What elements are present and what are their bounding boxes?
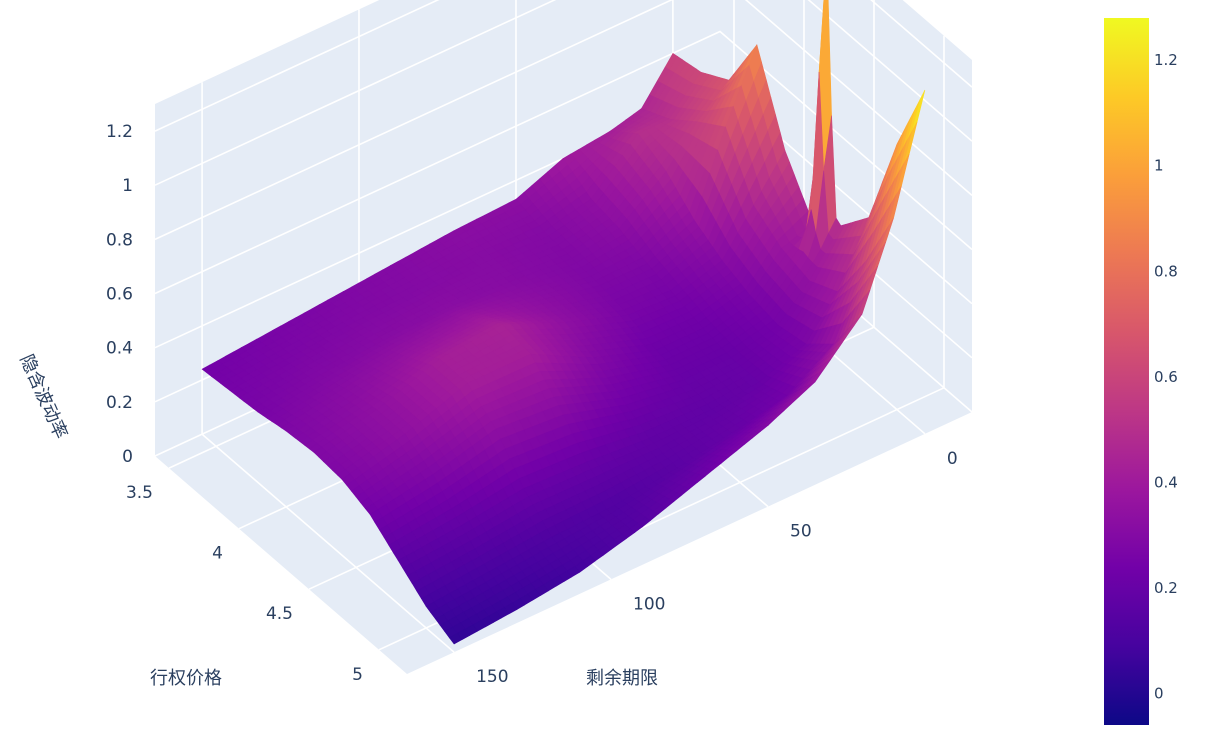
x-axis-title: 行权价格 — [150, 668, 222, 689]
x-tick-label: 3.5 — [126, 483, 153, 503]
back-right-pane — [720, 0, 972, 412]
z-tick-label: 0.2 — [106, 393, 133, 413]
y-tick-label: 50 — [790, 522, 812, 542]
y-axis-title: 剩余期限 — [586, 668, 658, 689]
colorbar-ticks: 0 0.2 0.4 0.6 0.8 1 1.2 — [1154, 51, 1178, 702]
colorbar: 0 0.2 0.4 0.6 0.8 1 1.2 — [1104, 18, 1178, 725]
z-tick-label: 1.2 — [106, 122, 133, 142]
y-gridline — [201, 82, 455, 653]
colorbar-tick-label: 0.8 — [1154, 262, 1178, 280]
y-tick-label: 150 — [476, 667, 508, 687]
z-gridline — [154, 0, 973, 241]
z-tick-label: 1 — [122, 176, 133, 196]
z-tick-label: 0.6 — [106, 285, 133, 305]
x-tick-label: 4 — [212, 544, 223, 564]
colorbar-tick-label: 0 — [1154, 684, 1164, 702]
y-tick-label: 0 — [947, 449, 958, 469]
colorbar-tick-label: 1 — [1154, 157, 1164, 175]
z-gridline — [154, 0, 973, 186]
surface-patch — [448, 633, 463, 645]
colorbar-tick-label: 0.4 — [1154, 473, 1178, 491]
colorbar-tick-label: 0.6 — [1154, 368, 1178, 386]
y-tick-label: 100 — [633, 594, 665, 614]
x-tick-label: 4.5 — [266, 604, 293, 624]
colorbar-gradient — [1104, 18, 1149, 725]
x-tick-label: 5 — [352, 665, 363, 685]
z-tick-label: 0.8 — [106, 230, 133, 250]
z-tick-label: 0 — [122, 447, 133, 467]
z-tick-label: 0.4 — [106, 339, 133, 359]
z-gridline — [154, 0, 973, 132]
z-axis-title: 隐含波动率 — [15, 351, 71, 442]
colorbar-tick-label: 0.2 — [1154, 579, 1178, 597]
volatility-surface[interactable] — [201, 0, 926, 645]
colorbar-tick-label: 1.2 — [1154, 51, 1178, 69]
